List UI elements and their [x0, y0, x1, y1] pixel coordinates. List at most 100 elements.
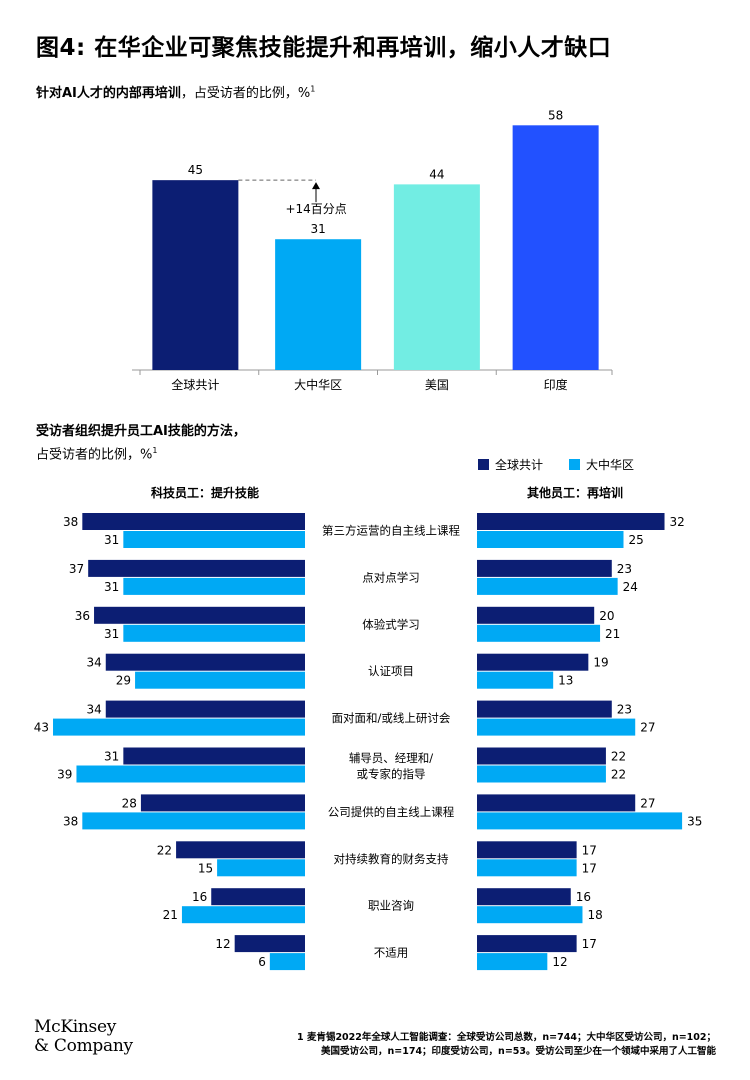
chart1-arrow-head: [312, 182, 320, 190]
chart1-bar: [275, 239, 362, 370]
chart2-legend: 全球共计 大中华区: [478, 456, 652, 473]
chart2-left-bar: [105, 653, 305, 671]
chart2-left-value: 16: [192, 890, 207, 904]
chart2-right-bar: [477, 577, 618, 595]
chart1-bar: [512, 125, 599, 370]
chart2-right-value: 24: [623, 580, 638, 594]
chart1-bar: [393, 184, 480, 370]
chart2-right-bar: [477, 624, 601, 642]
chart2-right-value: 22: [611, 750, 626, 764]
chart2-right-bar: [477, 671, 554, 689]
chart2-right-value: 32: [670, 515, 685, 529]
chart2-category-label: 第三方运营的自主线上课程: [322, 524, 460, 538]
chart2-right-bar: [477, 841, 577, 859]
chart2-left-value: 31: [104, 580, 119, 594]
chart2-right-value: 23: [617, 562, 632, 576]
chart2-left-bar: [53, 718, 305, 736]
chart1-category-label: 大中华区: [294, 377, 342, 392]
chart2-subtitle-line1: 受访者组织提升员工AI技能的方法，: [36, 424, 246, 439]
chart2-right-bar: [477, 794, 636, 812]
chart2-right-value: 12: [552, 955, 567, 969]
chart2-right-value: 23: [617, 703, 632, 717]
chart2-right-value: 27: [640, 796, 655, 810]
chart2-left-bar: [211, 888, 305, 906]
chart2-right-bar: [477, 513, 665, 530]
chart2-category-label: 职业咨询: [368, 899, 414, 913]
chart2-subtitle-sup: 1: [152, 446, 158, 455]
chart2-left-bar: [269, 953, 305, 971]
chart2-right-bar: [477, 935, 577, 953]
chart2-category-label: 面对面和/或线上研讨会: [332, 711, 451, 725]
chart2-left-bar: [82, 812, 305, 830]
mckinsey-logo: McKinsey & Company: [34, 1018, 133, 1056]
chart2-left-title: 科技员工：提升技能: [151, 485, 259, 500]
chart2-butterfly-bars: 科技员工：提升技能 其他员工：再培训 38 32 31 25 第三方运营的自主线上课程 37 2…: [34, 485, 702, 971]
chart2-left-bar: [140, 794, 305, 812]
chart1-subtitle-sup: 1: [310, 84, 316, 94]
chart2-right-bar: [477, 812, 683, 830]
chart2-right-value: 17: [582, 843, 597, 857]
chart2-right-bar: [477, 606, 595, 624]
chart2-left-value: 36: [75, 609, 90, 623]
chart2-subtitle: 受访者组织提升员工AI技能的方法， 占受访者的比例，%1: [36, 422, 246, 464]
chart2-left-value: 37: [69, 562, 84, 576]
chart2-category-label: 点对点学习: [362, 570, 420, 584]
chart1-value-label: 44: [429, 167, 444, 181]
chart2-right-value: 22: [611, 768, 626, 782]
chart1-annotation: +14百分点: [285, 202, 346, 216]
chart2-left-value: 34: [86, 703, 101, 717]
chart2-left-value: 39: [57, 768, 72, 782]
chart2-left-bar: [94, 606, 305, 624]
chart2-right-value: 25: [629, 533, 644, 547]
chart2-left-value: 38: [63, 814, 78, 828]
chart2-right-value: 17: [582, 861, 597, 875]
chart2-left-bar: [234, 935, 305, 953]
legend-swatch-greater-china: [569, 459, 581, 470]
chart2-category-label: 体验式学习: [362, 617, 420, 631]
chart2-left-value: 15: [198, 861, 213, 875]
chart2-right-bar: [477, 859, 577, 877]
chart2-left-value: 38: [63, 515, 78, 529]
chart2-left-value: 31: [104, 533, 119, 547]
chart1-subtitle-bold: 针对AI人才的内部再培训: [36, 86, 181, 101]
legend-swatch-global: [478, 459, 489, 470]
chart2-left-bar: [123, 577, 305, 595]
chart2-left-value: 12: [215, 937, 230, 951]
legend-label-greater-china: 大中华区: [586, 458, 635, 472]
chart2-right-bar: [477, 700, 612, 718]
chart2-left-value: 28: [122, 796, 137, 810]
chart2-right-bar: [477, 765, 606, 783]
chart2-right-value: 35: [687, 814, 702, 828]
chart2-left-value: 21: [163, 908, 178, 922]
chart2-left-bar: [181, 906, 305, 924]
chart2-right-value: 18: [587, 908, 602, 922]
chart1-category-label: 印度: [544, 377, 568, 392]
chart2-right-value: 27: [640, 721, 655, 735]
legend-item-global: 全球共计: [478, 456, 543, 473]
footnote-line1: 1 麦肯锡2022年全球人工智能调查：全球受访公司总数，n=744；大中华区受访…: [297, 1032, 716, 1043]
chart2-left-bar: [76, 765, 306, 783]
chart1-value-label: 31: [310, 222, 325, 236]
chart2-left-value: 22: [157, 843, 172, 857]
chart1-category-label: 美国: [425, 378, 449, 392]
chart2-right-value: 21: [605, 627, 620, 641]
chart2-category-label: 公司提供的自主线上课程: [328, 805, 455, 819]
chart2-right-bar: [477, 906, 583, 924]
chart2-category-label: 认证项目: [368, 664, 414, 678]
logo-line2: & Company: [34, 1036, 133, 1056]
page-title: 图4: 在华企业可聚焦技能提升和再培训，缩小人才缺口: [36, 35, 612, 61]
chart2-right-title: 其他员工：再培训: [527, 485, 623, 500]
footnote: 1 麦肯锡2022年全球人工智能调查：全球受访公司总数，n=744；大中华区受访…: [297, 1031, 716, 1059]
chart1-subtitle: 针对AI人才的内部再培训，占受访者的比例，%1: [36, 82, 315, 101]
chart2-right-value: 20: [599, 609, 614, 623]
chart1-subtitle-rest: ，占受访者的比例，%: [180, 86, 311, 101]
logo-line1: McKinsey: [34, 1017, 117, 1037]
chart2-left-value: 31: [104, 627, 119, 641]
chart2-left-bar: [123, 531, 305, 548]
chart2-category-label: 辅导员、经理和/或专家的指导: [349, 751, 433, 781]
chart2-right-value: 13: [558, 674, 573, 688]
legend-label-global: 全球共计: [495, 458, 544, 472]
chart2-subtitle-line2: 占受访者的比例，%: [36, 447, 153, 463]
chart2-right-bar: [477, 888, 571, 906]
chart1-vertical-bars: 45 全球共计 31 大中华区 44 美国 58 印度 +14百分点: [132, 108, 613, 392]
